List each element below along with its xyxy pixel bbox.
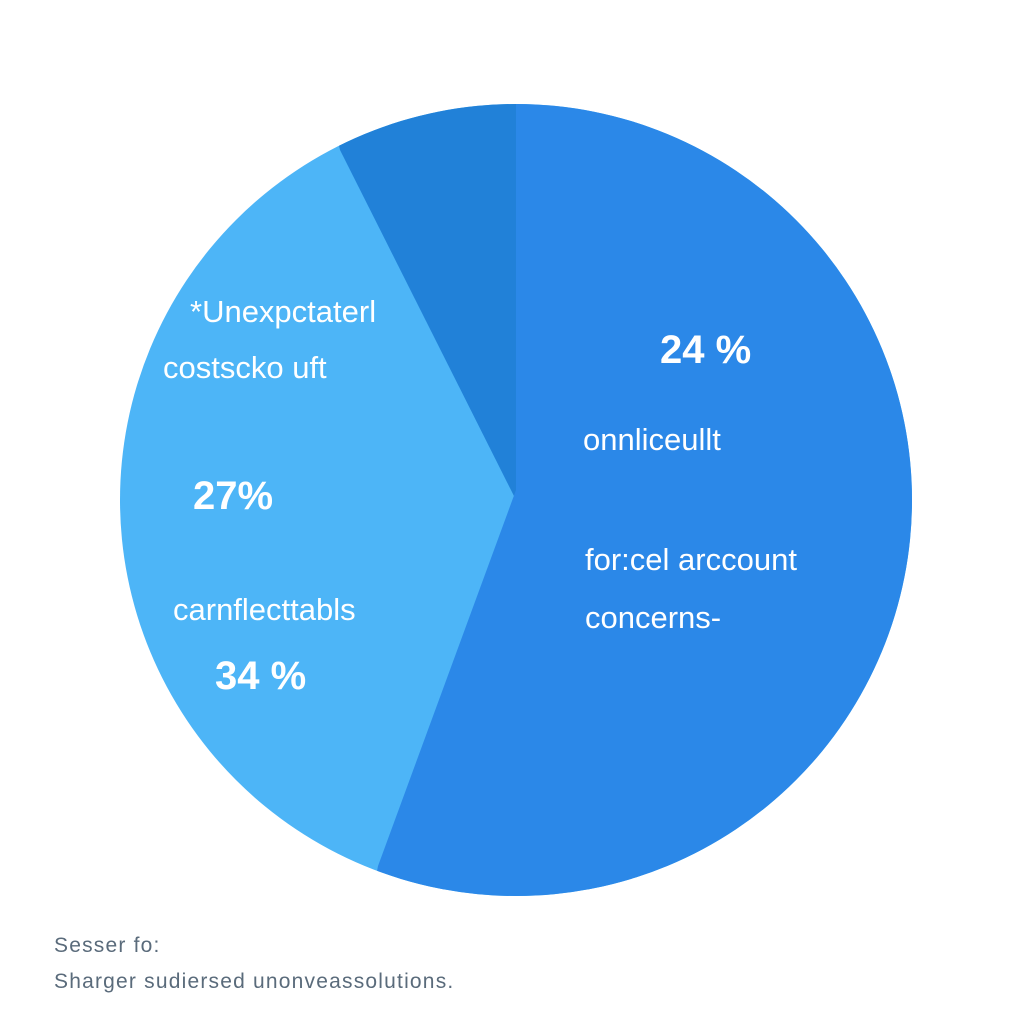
slice-label-onnliceullt: onnliceullt — [583, 422, 721, 457]
footer-line-1: Sesser fo: — [54, 934, 161, 957]
slice-label-carnflecttabls: carnflecttabls — [173, 592, 356, 627]
slice-pct-34: 34 % — [215, 654, 307, 698]
slice-label-concerns: concerns- — [585, 600, 722, 635]
pie-slice-dark — [320, 104, 516, 500]
slice-label-costs: costscko uft — [163, 350, 327, 385]
footer-line-2: Sharger sudiersed unonveassolutions. — [54, 970, 455, 993]
slice-pct-27: 27% — [193, 474, 274, 518]
pie-slice-main — [360, 104, 912, 896]
slice-label-account: for:cel arccount — [585, 542, 797, 577]
slice-label-unexpected: *Unexpctaterl — [190, 294, 377, 329]
slice-pct-24: 24 % — [660, 328, 752, 372]
